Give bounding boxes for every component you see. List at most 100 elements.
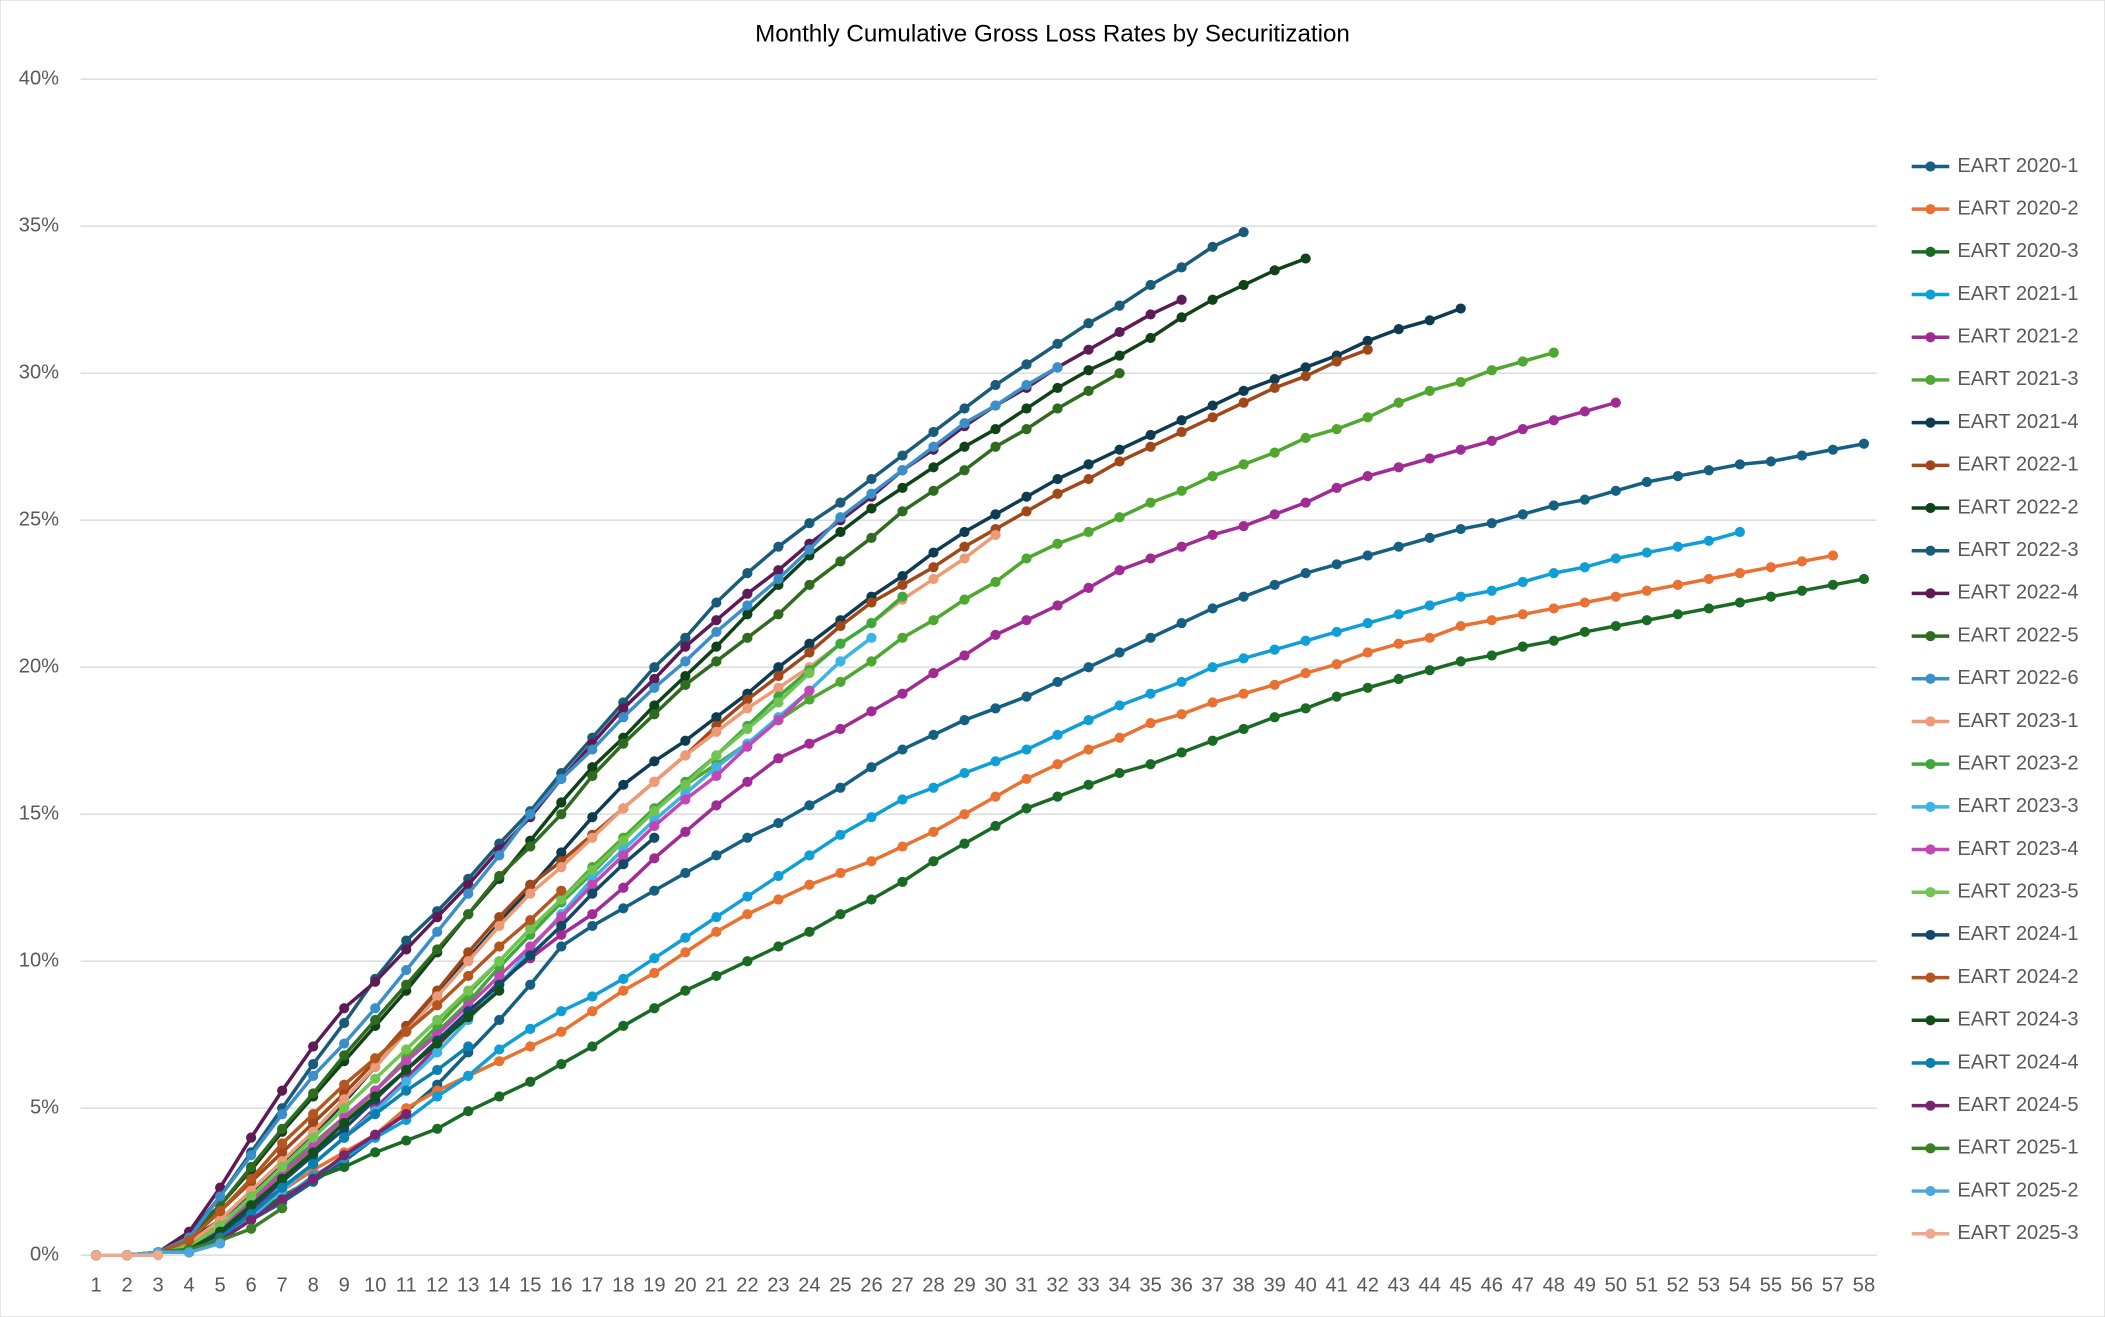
data-point [1207, 529, 1218, 541]
data-point [835, 909, 846, 920]
series-line [96, 689, 811, 1257]
x-tick-label: 29 [953, 1274, 975, 1296]
data-point [556, 1059, 567, 1070]
data-point [804, 647, 815, 658]
data-point [897, 465, 908, 476]
data-point [463, 1041, 474, 1052]
data-point [1083, 365, 1094, 376]
data-point [339, 1132, 350, 1143]
data-point [1300, 371, 1311, 382]
data-point [463, 956, 474, 967]
data-point [866, 532, 877, 543]
legend-label: EART 2021-4 [1957, 411, 2078, 433]
data-point [618, 973, 629, 984]
data-point [1021, 403, 1032, 414]
data-point [1579, 562, 1590, 573]
data-point [711, 912, 722, 923]
data-point [1579, 597, 1590, 608]
data-point [1424, 315, 1435, 326]
x-tick-label: 16 [550, 1274, 572, 1296]
data-point [525, 979, 536, 990]
series-line [96, 230, 1245, 1257]
data-point [1424, 665, 1435, 676]
data-point [587, 864, 598, 876]
data-point [649, 832, 660, 843]
data-point [959, 418, 970, 429]
data-point [1331, 482, 1342, 493]
data-point [680, 826, 691, 837]
data-point [556, 773, 567, 785]
data-point [277, 1123, 288, 1134]
legend-label: EART 2023-2 [1957, 752, 2078, 774]
data-point [1641, 547, 1652, 558]
data-point [1300, 432, 1311, 444]
data-point [742, 956, 753, 967]
data-point [1269, 509, 1280, 520]
data-point [1114, 732, 1125, 743]
legend-marker [1925, 1057, 1936, 1069]
x-tick-label: 14 [488, 1274, 510, 1296]
data-point [742, 723, 753, 735]
data-point [680, 750, 691, 761]
data-point [1362, 550, 1373, 561]
data-point [1455, 620, 1466, 632]
x-tick-label: 7 [277, 1274, 288, 1296]
data-point [1765, 562, 1777, 573]
data-point [401, 944, 412, 955]
data-point [308, 1173, 319, 1184]
data-point [711, 656, 722, 667]
data-point [246, 1214, 257, 1226]
data-point [1269, 265, 1280, 276]
data-point [556, 1026, 567, 1037]
data-point [928, 573, 939, 585]
data-point [1021, 506, 1032, 517]
data-point [680, 679, 691, 690]
data-point [866, 812, 877, 823]
data-point [1641, 585, 1652, 596]
data-point [463, 1106, 474, 1117]
data-point [494, 920, 505, 932]
legend-marker [1925, 972, 1936, 983]
data-point [1300, 635, 1311, 646]
x-tick-label: 39 [1263, 1274, 1285, 1296]
data-point [1176, 426, 1187, 438]
data-point [1207, 412, 1218, 423]
data-point [1176, 541, 1187, 552]
data-point [1145, 688, 1156, 699]
x-tick-label: 4 [184, 1274, 195, 1296]
data-point [804, 685, 815, 696]
x-tick-label: 49 [1574, 1274, 1596, 1296]
data-point [1207, 603, 1218, 614]
data-point [1176, 485, 1187, 496]
data-point [928, 562, 939, 573]
legend-marker [1925, 502, 1936, 514]
data-point [525, 1023, 536, 1034]
data-point [339, 1094, 350, 1105]
data-point [959, 526, 970, 538]
data-point [1331, 423, 1342, 435]
y-tick-label: 35% [19, 215, 59, 237]
data-point [1362, 471, 1373, 482]
series-line [96, 351, 1555, 1257]
data-point [1734, 459, 1745, 470]
data-point [649, 806, 660, 817]
data-point [866, 488, 877, 499]
data-point [401, 964, 412, 976]
data-point [773, 894, 784, 905]
legend-marker [1925, 844, 1936, 855]
data-point [121, 1250, 133, 1261]
x-tick-label: 3 [152, 1274, 163, 1296]
data-point [1455, 591, 1466, 602]
data-point [1052, 382, 1063, 394]
data-point [959, 715, 970, 726]
data-point [1114, 700, 1125, 711]
data-point [525, 1076, 536, 1087]
data-point [1424, 632, 1435, 643]
x-tick-label: 1 [90, 1274, 101, 1296]
data-point [1455, 656, 1466, 667]
data-point [773, 941, 784, 952]
data-point [990, 529, 1001, 541]
data-point [1331, 559, 1342, 570]
legend-marker [1925, 673, 1936, 684]
